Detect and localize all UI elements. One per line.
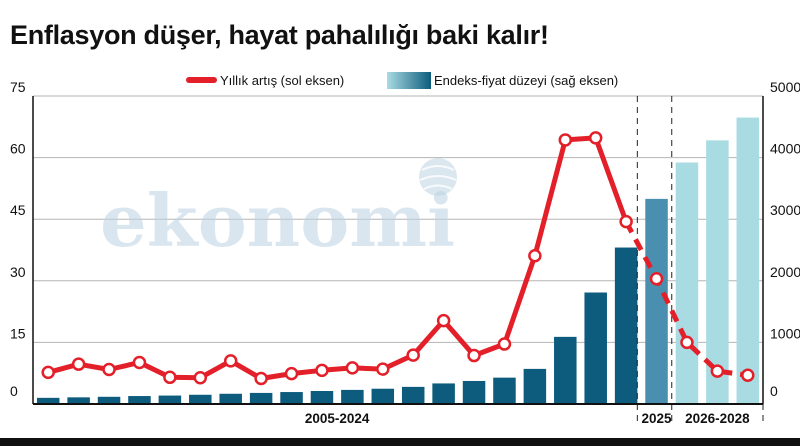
left-axis-ticks: 0 15 30 45 60 75 xyxy=(10,79,26,399)
inflation-point xyxy=(741,368,755,383)
inflation-point xyxy=(528,248,542,263)
legend: Yıllık artış (sol eksen) Endeks-fiyat dü… xyxy=(186,72,618,89)
index-bar xyxy=(706,140,729,405)
index-bar xyxy=(432,383,455,404)
x-group-label: 2026-2028 xyxy=(685,411,750,426)
right-tick-label: 0 xyxy=(770,383,778,399)
index-bar xyxy=(736,117,760,404)
index-bar xyxy=(36,397,60,404)
right-tick-label: 1000 xyxy=(770,325,800,341)
index-bar xyxy=(584,292,607,404)
x-group-label: 2025 xyxy=(642,411,673,426)
index-bar xyxy=(523,368,547,404)
inflation-point xyxy=(497,337,512,351)
watermark-text: ekonomi xyxy=(100,178,455,263)
inflation-point xyxy=(436,313,451,328)
inflation-point xyxy=(132,355,147,370)
gridlines xyxy=(33,95,763,343)
inflation-point xyxy=(71,357,86,371)
x-group-labels: 2005-2024 2025 2026-2028 xyxy=(305,411,750,426)
index-bar xyxy=(249,392,273,404)
legend-bar-label: Endeks-fiyat düzeyi (sağ eksen) xyxy=(434,73,618,88)
left-tick-label: 30 xyxy=(10,264,26,280)
inflation-point xyxy=(376,362,390,376)
index-bar xyxy=(280,392,303,404)
inflation-point xyxy=(680,335,694,350)
inflation-point xyxy=(345,361,360,375)
inflation-point xyxy=(558,133,573,147)
inflation-line-projected xyxy=(623,220,749,378)
left-tick-label: 45 xyxy=(10,202,26,218)
left-tick-label: 60 xyxy=(10,141,26,157)
index-bar xyxy=(614,247,638,404)
inflation-point xyxy=(588,131,603,145)
inflation-point xyxy=(223,354,238,368)
inflation-point xyxy=(619,214,633,229)
x-group-label: 2005-2024 xyxy=(305,411,370,426)
index-bar xyxy=(371,388,395,404)
legend-bar-swatch xyxy=(387,72,431,89)
bottom-rule xyxy=(0,438,800,446)
index-bar xyxy=(401,386,425,404)
inflation-point xyxy=(163,370,177,385)
index-bar xyxy=(67,397,90,404)
bars xyxy=(36,117,760,405)
right-tick-label: 4000 xyxy=(770,141,800,157)
right-axis-ticks: 0 1000 2000 3000 4000 5000 xyxy=(770,79,800,399)
watermark-globe-lines xyxy=(419,165,457,190)
inflation-point xyxy=(102,362,116,377)
index-bar xyxy=(219,393,242,404)
index-bar xyxy=(158,395,182,404)
index-bar xyxy=(554,336,577,404)
inflation-point xyxy=(193,370,208,385)
index-bar xyxy=(493,377,516,404)
index-bar xyxy=(341,389,364,404)
inflation-point xyxy=(467,348,481,363)
inflation-point xyxy=(254,371,268,386)
inflation-point xyxy=(710,364,725,378)
inflation-point xyxy=(315,363,329,378)
index-bar xyxy=(189,394,212,404)
chart-title: Enflasyon düşer, hayat pahalılığı baki k… xyxy=(10,20,549,50)
left-tick-label: 15 xyxy=(10,325,26,341)
index-bar xyxy=(97,396,121,404)
right-tick-label: 3000 xyxy=(770,202,800,218)
watermark: ekonomi xyxy=(100,158,457,263)
index-bar xyxy=(645,198,668,404)
inflation-points xyxy=(41,131,755,386)
inflation-point xyxy=(649,271,664,286)
index-bar xyxy=(675,162,699,404)
right-tick-label: 5000 xyxy=(770,79,800,95)
inflation-point xyxy=(406,348,420,362)
legend-line-label: Yıllık artış (sol eksen) xyxy=(220,73,344,88)
left-tick-label: 75 xyxy=(10,79,26,95)
left-tick-label: 0 xyxy=(10,383,18,399)
inflation-point xyxy=(284,366,299,381)
index-bar xyxy=(310,391,334,404)
right-tick-label: 2000 xyxy=(770,264,800,280)
inflation-point xyxy=(41,365,55,380)
index-bar xyxy=(462,380,486,404)
index-bar xyxy=(128,396,151,404)
